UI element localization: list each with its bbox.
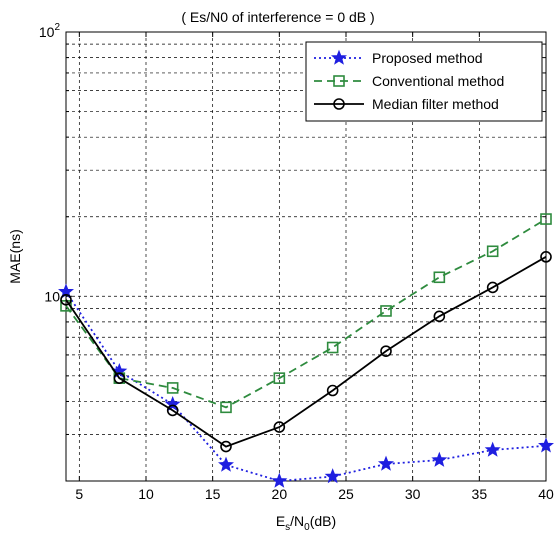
data-point xyxy=(380,345,392,357)
data-point xyxy=(60,293,72,306)
series-2 xyxy=(60,251,552,453)
x-tick-label: 25 xyxy=(338,486,354,502)
data-point xyxy=(273,372,286,384)
series-line xyxy=(65,291,547,482)
x-axis-label: Es/N0(dB) xyxy=(276,513,336,533)
data-point xyxy=(164,395,181,412)
data-point xyxy=(166,382,179,394)
x-tick-label: 10 xyxy=(138,486,154,502)
data-point xyxy=(166,404,179,417)
series-line xyxy=(65,218,547,409)
data-point xyxy=(486,245,499,258)
x-tick-label: 30 xyxy=(405,486,421,502)
x-tick-label: 40 xyxy=(538,486,554,502)
data-point xyxy=(484,441,501,457)
legend-label: Median filter method xyxy=(372,96,499,112)
legend-label: Conventional method xyxy=(372,73,504,89)
data-point xyxy=(273,421,286,433)
data-point xyxy=(433,310,446,323)
data-point xyxy=(326,341,339,354)
data-point xyxy=(378,455,394,471)
data-point xyxy=(486,281,499,294)
legend: Proposed method Conventional method Median… xyxy=(305,41,543,122)
axes-box xyxy=(65,31,547,482)
data-point xyxy=(431,451,448,467)
data-point xyxy=(333,75,345,87)
x-tick-label: 15 xyxy=(205,486,221,502)
y-tick-label: 102 xyxy=(39,22,61,40)
data-point xyxy=(218,456,234,472)
data-point xyxy=(220,401,232,414)
data-point xyxy=(538,437,554,453)
chart-title: ( Es/N0 of interference = 0 dB ) xyxy=(181,9,374,25)
data-point xyxy=(271,472,288,488)
legend-label: Proposed method xyxy=(372,50,483,66)
data-point xyxy=(540,251,552,263)
data-point xyxy=(111,362,128,379)
x-tick-label: 35 xyxy=(472,486,488,502)
data-point xyxy=(113,372,126,384)
data-point xyxy=(326,384,339,397)
series-0 xyxy=(58,283,554,488)
data-point xyxy=(540,213,552,225)
data-point xyxy=(380,305,392,317)
data-point xyxy=(324,468,341,484)
x-tick-label: 20 xyxy=(272,486,288,502)
y-axis-label: MAE(ns) xyxy=(7,229,23,283)
data-point xyxy=(433,271,446,284)
series-line xyxy=(65,256,547,448)
data-point xyxy=(331,49,347,65)
x-tick-label: 5 xyxy=(75,486,83,502)
data-point xyxy=(333,98,345,110)
y-tick-label: 10 xyxy=(44,288,60,304)
data-point xyxy=(220,440,232,453)
